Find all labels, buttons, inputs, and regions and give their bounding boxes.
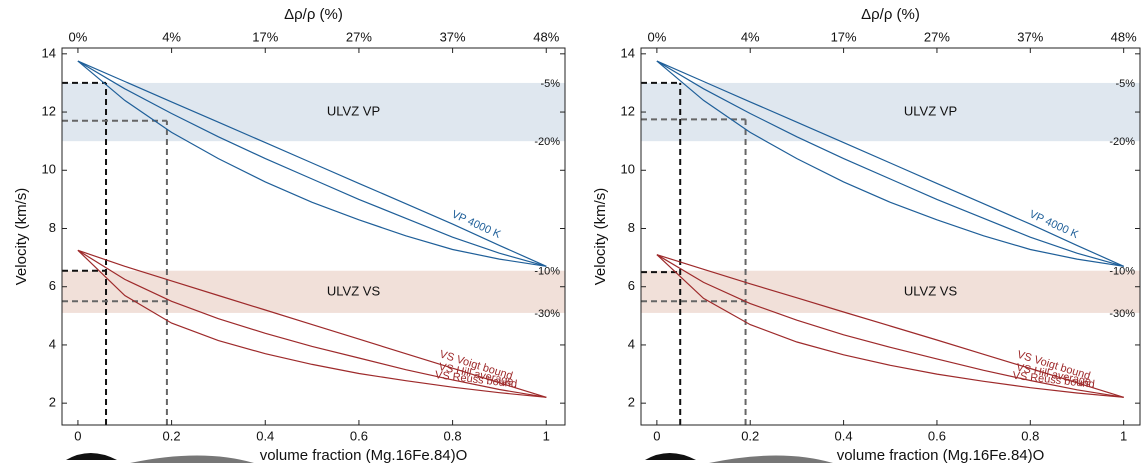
band-edge-label: -10% [1109, 266, 1135, 278]
band [641, 82, 1140, 142]
x2-tick-label: 17% [831, 29, 857, 44]
y-tick-label: 14 [42, 45, 56, 60]
y-tick-label: 4 [49, 336, 56, 351]
y-tick-label: 6 [49, 278, 56, 293]
band-edge-label: -30% [534, 308, 560, 320]
y-tick-label: 6 [628, 278, 635, 293]
velocity-curve [77, 60, 547, 267]
y-tick-label: 4 [628, 336, 635, 351]
x2-tick-label: 37% [440, 29, 466, 44]
y-tick-label: 12 [621, 103, 635, 118]
y-tick-label: 2 [628, 395, 635, 410]
x-tick-label: 0.4 [835, 428, 853, 443]
velocity-curve [656, 254, 1124, 398]
x2-tick-label: 17% [252, 29, 278, 44]
velocity-curve [77, 60, 547, 267]
x-axis-title: volume fraction (Mg.16Fe.84)O [837, 447, 1045, 464]
x2-tick-label: 0% [647, 29, 666, 44]
velocity-curve [77, 249, 547, 398]
blob [709, 455, 833, 463]
band-edge-label: -20% [1109, 136, 1135, 148]
x2-axis-title: Δρ/ρ (%) [284, 6, 343, 23]
curve-label: VP 4000 K [450, 208, 503, 241]
band [62, 82, 565, 142]
velocity-curve [77, 60, 547, 267]
x2-tick-label: 4% [741, 29, 760, 44]
x-tick-label: 0.2 [741, 428, 759, 443]
y-tick-label: 2 [49, 395, 56, 410]
x-tick-label: 0.6 [350, 428, 368, 443]
band [62, 270, 565, 313]
band-label: ULVZ VS [904, 283, 958, 298]
blob [645, 453, 696, 460]
x2-tick-label: 4% [162, 29, 181, 44]
velocity-curve [656, 60, 1124, 267]
x-axis-title: volume fraction (Mg.16Fe.84)O [260, 447, 468, 464]
plot-frame [640, 47, 1141, 426]
band-edge-label: -30% [1109, 308, 1135, 320]
y-tick-label: 8 [49, 220, 56, 235]
x-tick-label: 0 [653, 428, 660, 443]
x-tick-label: 1 [543, 428, 550, 443]
x2-tick-label: 48% [1111, 29, 1137, 44]
x-tick-label: 0 [74, 428, 81, 443]
band [641, 270, 1140, 313]
x2-tick-label: 37% [1017, 29, 1043, 44]
y-axis-title: Velocity (km/s) [13, 188, 30, 286]
velocity-curve [656, 60, 1124, 267]
x-tick-label: 0.4 [256, 428, 274, 443]
band-edge-label: -10% [534, 266, 560, 278]
blob [66, 453, 117, 460]
x-tick-label: 1 [1120, 428, 1127, 443]
x2-tick-label: 48% [533, 29, 559, 44]
x2-tick-label: 0% [69, 29, 88, 44]
y-axis-title: Velocity (km/s) [592, 188, 609, 286]
y-tick-label: 12 [42, 103, 56, 118]
x-tick-label: 0.6 [928, 428, 946, 443]
velocity-curve [656, 254, 1124, 398]
curve-label: VP 4000 K [1027, 208, 1080, 241]
y-tick-label: 8 [628, 220, 635, 235]
plot-frame [61, 47, 566, 426]
y-tick-label: 14 [621, 45, 635, 60]
x2-axis-title: Δρ/ρ (%) [861, 6, 920, 23]
x2-tick-label: 27% [346, 29, 372, 44]
x2-tick-label: 27% [924, 29, 950, 44]
blob [130, 455, 254, 463]
y-tick-label: 10 [42, 162, 56, 177]
band-label: ULVZ VP [904, 103, 957, 118]
x-tick-label: 0.2 [163, 428, 181, 443]
velocity-curve [77, 249, 547, 398]
velocity-curve [656, 60, 1124, 267]
band-edge-label: -20% [534, 136, 560, 148]
band-edge-label: -5% [1115, 78, 1135, 90]
velocity-curve [77, 249, 547, 398]
x-tick-label: 0.8 [444, 428, 462, 443]
band-edge-label: -5% [540, 78, 560, 90]
band-label: ULVZ VS [327, 283, 381, 298]
x-tick-label: 0.8 [1021, 428, 1039, 443]
y-tick-label: 10 [621, 162, 635, 177]
velocity-curve [656, 254, 1124, 398]
band-label: ULVZ VP [327, 103, 380, 118]
